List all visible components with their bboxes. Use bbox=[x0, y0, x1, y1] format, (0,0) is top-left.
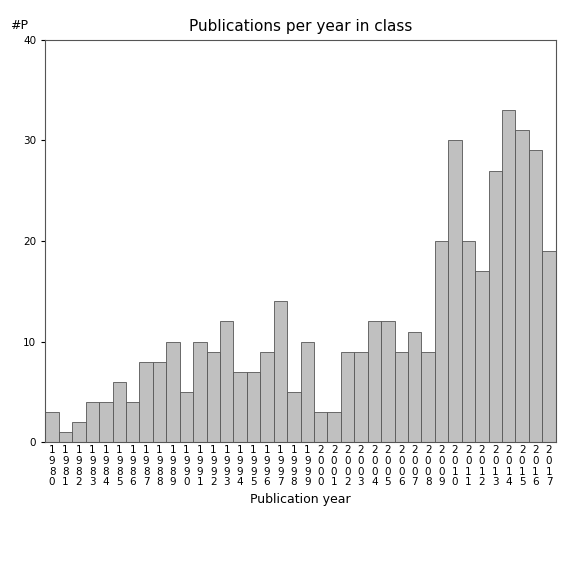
Bar bbox=[435, 241, 448, 442]
Bar bbox=[367, 321, 381, 442]
Title: Publications per year in class: Publications per year in class bbox=[189, 19, 412, 35]
Bar bbox=[381, 321, 395, 442]
Bar bbox=[395, 352, 408, 442]
Bar bbox=[45, 412, 59, 442]
Bar bbox=[234, 372, 247, 442]
Bar bbox=[314, 412, 327, 442]
Bar bbox=[86, 402, 99, 442]
Bar bbox=[126, 402, 139, 442]
Bar bbox=[260, 352, 274, 442]
Bar bbox=[59, 432, 72, 442]
Bar bbox=[354, 352, 367, 442]
Text: #P: #P bbox=[10, 19, 28, 32]
Bar bbox=[166, 341, 180, 442]
Bar bbox=[247, 372, 260, 442]
Bar bbox=[489, 171, 502, 442]
Bar bbox=[502, 110, 515, 442]
X-axis label: Publication year: Publication year bbox=[250, 493, 351, 506]
Bar bbox=[475, 271, 489, 442]
Bar bbox=[99, 402, 112, 442]
Bar bbox=[112, 382, 126, 442]
Bar bbox=[72, 422, 86, 442]
Bar bbox=[421, 352, 435, 442]
Bar bbox=[220, 321, 234, 442]
Bar bbox=[327, 412, 341, 442]
Bar bbox=[274, 302, 287, 442]
Bar bbox=[180, 392, 193, 442]
Bar bbox=[153, 362, 166, 442]
Bar bbox=[139, 362, 153, 442]
Bar bbox=[542, 251, 556, 442]
Bar bbox=[515, 130, 529, 442]
Bar bbox=[462, 241, 475, 442]
Bar bbox=[341, 352, 354, 442]
Bar bbox=[408, 332, 421, 442]
Bar bbox=[301, 341, 314, 442]
Bar bbox=[529, 150, 542, 442]
Bar bbox=[193, 341, 206, 442]
Bar bbox=[206, 352, 220, 442]
Bar bbox=[448, 141, 462, 442]
Bar bbox=[287, 392, 301, 442]
